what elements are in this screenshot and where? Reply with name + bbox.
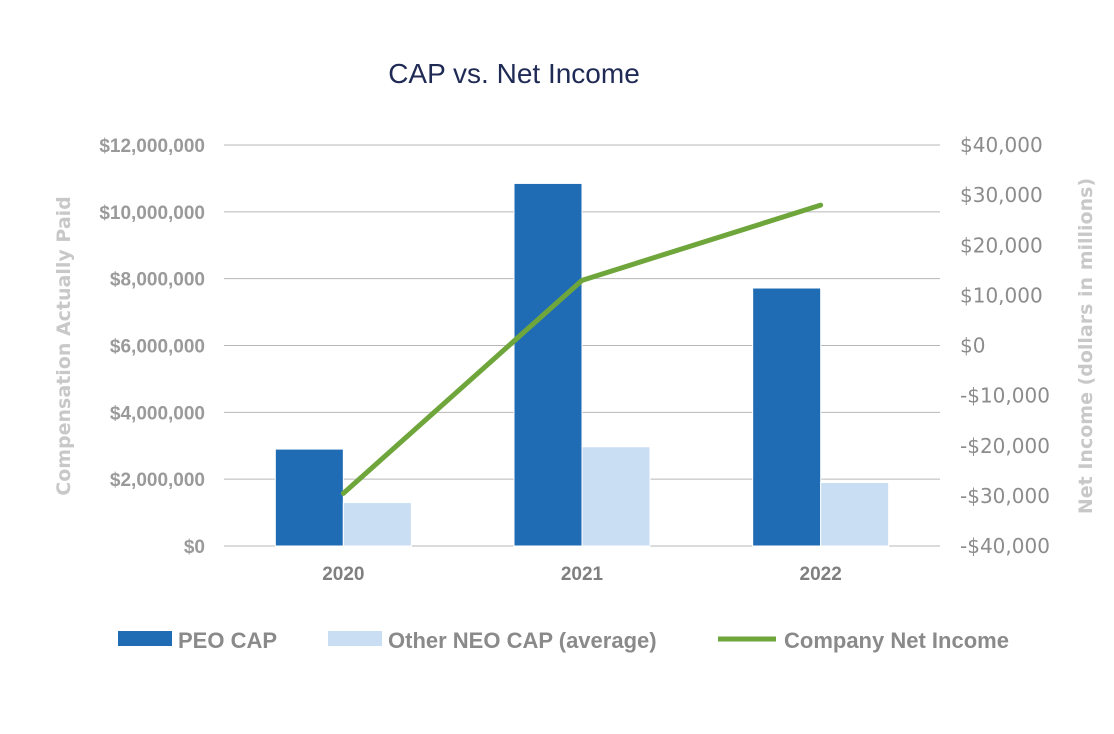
bar-peo-cap-2020 [274, 448, 344, 547]
bar-peo-cap-2022 [752, 287, 822, 547]
legend-label-net-income: Company Net Income [784, 628, 1009, 653]
x-tick: 2021 [561, 564, 604, 585]
y-tick-right: -$10,000 [960, 384, 1050, 408]
net-income-line-layer [340, 202, 824, 496]
x-tick: 2022 [800, 564, 842, 585]
y-tick-right: -$20,000 [960, 434, 1050, 458]
bar-other-neo-cap-average-2022 [820, 482, 890, 547]
y-tick-right: -$30,000 [960, 484, 1050, 508]
legend-swatch-other-neo-cap [328, 631, 382, 646]
bar-other-neo-cap-average-2020 [342, 502, 412, 547]
legend-label-other-neo-cap: Other NEO CAP (average) [388, 628, 657, 653]
legend: PEO CAP Other NEO CAP (average) Company … [118, 628, 1009, 653]
y-axis-label-right: Net Income (dollars in millions) [1075, 178, 1097, 514]
tick-labels: $0 $2,000,000 $4,000,000 $6,000,000 $8,000,0… [99, 133, 1050, 585]
bar-other-neo-cap-average-2021 [581, 446, 651, 547]
bars [274, 182, 890, 547]
legend-swatch-peo-cap [118, 631, 172, 646]
y-axis-label-left: Compensation Actually Paid [53, 196, 75, 496]
y-tick-right: -$40,000 [960, 534, 1050, 558]
y-tick-left: $0 [184, 537, 205, 558]
x-tick: 2020 [322, 564, 364, 585]
y-tick-right: $20,000 [960, 233, 1043, 257]
y-tick-left: $2,000,000 [110, 470, 205, 491]
y-tick-left: $8,000,000 [110, 270, 205, 291]
legend-label-peo-cap: PEO CAP [178, 628, 277, 653]
y-tick-left: $4,000,000 [110, 403, 205, 424]
y-tick-right: $40,000 [960, 133, 1043, 157]
y-tick-left: $12,000,000 [99, 136, 205, 157]
y-tick-right: $0 [960, 334, 985, 358]
y-tick-left: $6,000,000 [110, 337, 205, 358]
chart-title: CAP vs. Net Income [388, 58, 640, 89]
y-tick-left: $10,000,000 [99, 203, 205, 224]
bar-peo-cap-2021 [513, 182, 583, 547]
y-tick-right: $10,000 [960, 283, 1043, 307]
y-tick-right: $30,000 [960, 183, 1043, 207]
